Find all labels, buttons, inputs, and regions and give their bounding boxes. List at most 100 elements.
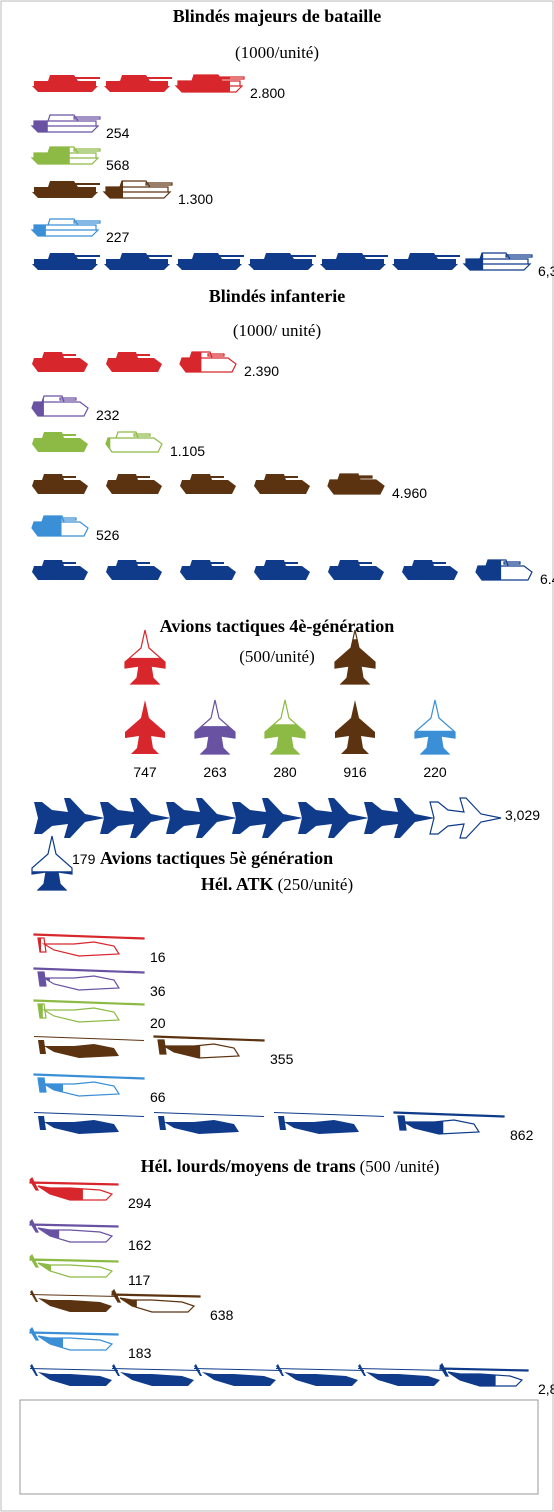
- icon: [29, 1176, 119, 1201]
- icon: [32, 352, 88, 372]
- icon: [32, 253, 100, 270]
- value-label: 162: [128, 1237, 152, 1253]
- value-label: 1.105: [170, 443, 205, 459]
- icon: [327, 473, 385, 495]
- icon: [30, 218, 101, 237]
- icon: [153, 1035, 265, 1059]
- icon: [232, 798, 303, 838]
- section-title: Blindés majeurs de bataille: [173, 6, 382, 26]
- icon: [31, 515, 89, 537]
- value-label: 568: [106, 157, 130, 173]
- value-label: 227: [106, 229, 130, 245]
- icon: [100, 798, 171, 838]
- value-label: 526: [96, 527, 120, 543]
- icon: [248, 253, 316, 270]
- icon: [34, 1112, 144, 1134]
- section-title-line: Hél. lourds/moyens de trans (500 /unité): [141, 1156, 440, 1176]
- icon: [33, 933, 145, 957]
- icon: [264, 699, 306, 755]
- value-label: 6,302: [538, 263, 554, 279]
- icon: [364, 798, 435, 838]
- icon: [254, 474, 310, 494]
- icon: [328, 560, 384, 580]
- icon: [30, 1290, 118, 1312]
- section-title-line: Hél. ATK (250/unité): [201, 874, 353, 894]
- section-title: Hél. lourds/moyens de trans: [141, 1156, 356, 1176]
- icon: [112, 1364, 200, 1386]
- icon: [179, 351, 237, 373]
- icon: [33, 967, 145, 991]
- icon: [32, 75, 100, 92]
- value-label: 220: [423, 764, 447, 780]
- icon: [30, 1364, 118, 1386]
- value-label: 183: [128, 1345, 152, 1361]
- section-unit: (250/unité): [278, 875, 354, 894]
- icon: [180, 474, 236, 494]
- value-label: 36: [150, 983, 166, 999]
- section-unit: (500/unité): [239, 647, 315, 666]
- icon: [429, 797, 502, 839]
- icon: [31, 395, 89, 417]
- section-unit: (500 /unité): [360, 1157, 440, 1176]
- value-label: 2,809: [538, 1381, 554, 1397]
- icon: [414, 699, 456, 755]
- icon: [34, 1036, 144, 1058]
- icon: [475, 559, 533, 581]
- value-label: 355: [270, 1051, 294, 1067]
- icon: [106, 560, 162, 580]
- icon: [102, 180, 173, 199]
- value-label: 747: [133, 764, 157, 780]
- section-unit: (1000/unité): [235, 43, 319, 62]
- value-label: 179: [72, 851, 96, 867]
- icon: [29, 1253, 119, 1278]
- value-label: 20: [150, 1015, 166, 1031]
- section-title: Blindés infanterie: [209, 286, 346, 306]
- icon: [105, 431, 163, 453]
- value-label: 638: [210, 1307, 234, 1323]
- icon: [194, 699, 236, 755]
- value-label: 254: [106, 125, 130, 141]
- empty-box: [19, 1399, 539, 1495]
- value-label: 862: [510, 1127, 534, 1143]
- section-title: Avions tactiques 4è-génération: [160, 616, 395, 636]
- icon: [34, 798, 105, 838]
- section-title: Avions tactiques 5è génération: [100, 848, 333, 868]
- icon: [335, 700, 375, 754]
- icon: [33, 999, 145, 1023]
- icon: [106, 474, 162, 494]
- value-label: 232: [96, 407, 120, 423]
- value-label: 2.800: [250, 85, 285, 101]
- icon: [104, 75, 172, 92]
- icon: [358, 1364, 446, 1386]
- icon: [29, 1218, 119, 1243]
- icon: [31, 835, 73, 891]
- icon: [125, 700, 165, 754]
- icon: [104, 253, 172, 270]
- icon: [276, 1364, 364, 1386]
- icon: [176, 253, 244, 270]
- section-title: Hél. ATK: [201, 874, 274, 894]
- icon: [166, 798, 237, 838]
- icon: [393, 1111, 505, 1135]
- icon: [111, 1288, 201, 1313]
- icon: [33, 1073, 145, 1097]
- icon: [439, 1362, 529, 1387]
- icon: [180, 560, 236, 580]
- icon: [32, 474, 88, 494]
- icon: [334, 629, 376, 685]
- value-label: 117: [128, 1272, 151, 1288]
- icon: [298, 798, 369, 838]
- value-label: 280: [273, 764, 297, 780]
- icon: [274, 1112, 384, 1134]
- icon: [402, 560, 458, 580]
- icon: [32, 432, 88, 452]
- value-label: 4.960: [392, 485, 427, 501]
- value-label: 263: [203, 764, 227, 780]
- icon: [462, 252, 533, 271]
- icon: [32, 181, 100, 198]
- icon: [320, 253, 388, 270]
- icon: [254, 560, 310, 580]
- value-label: 2.390: [244, 363, 279, 379]
